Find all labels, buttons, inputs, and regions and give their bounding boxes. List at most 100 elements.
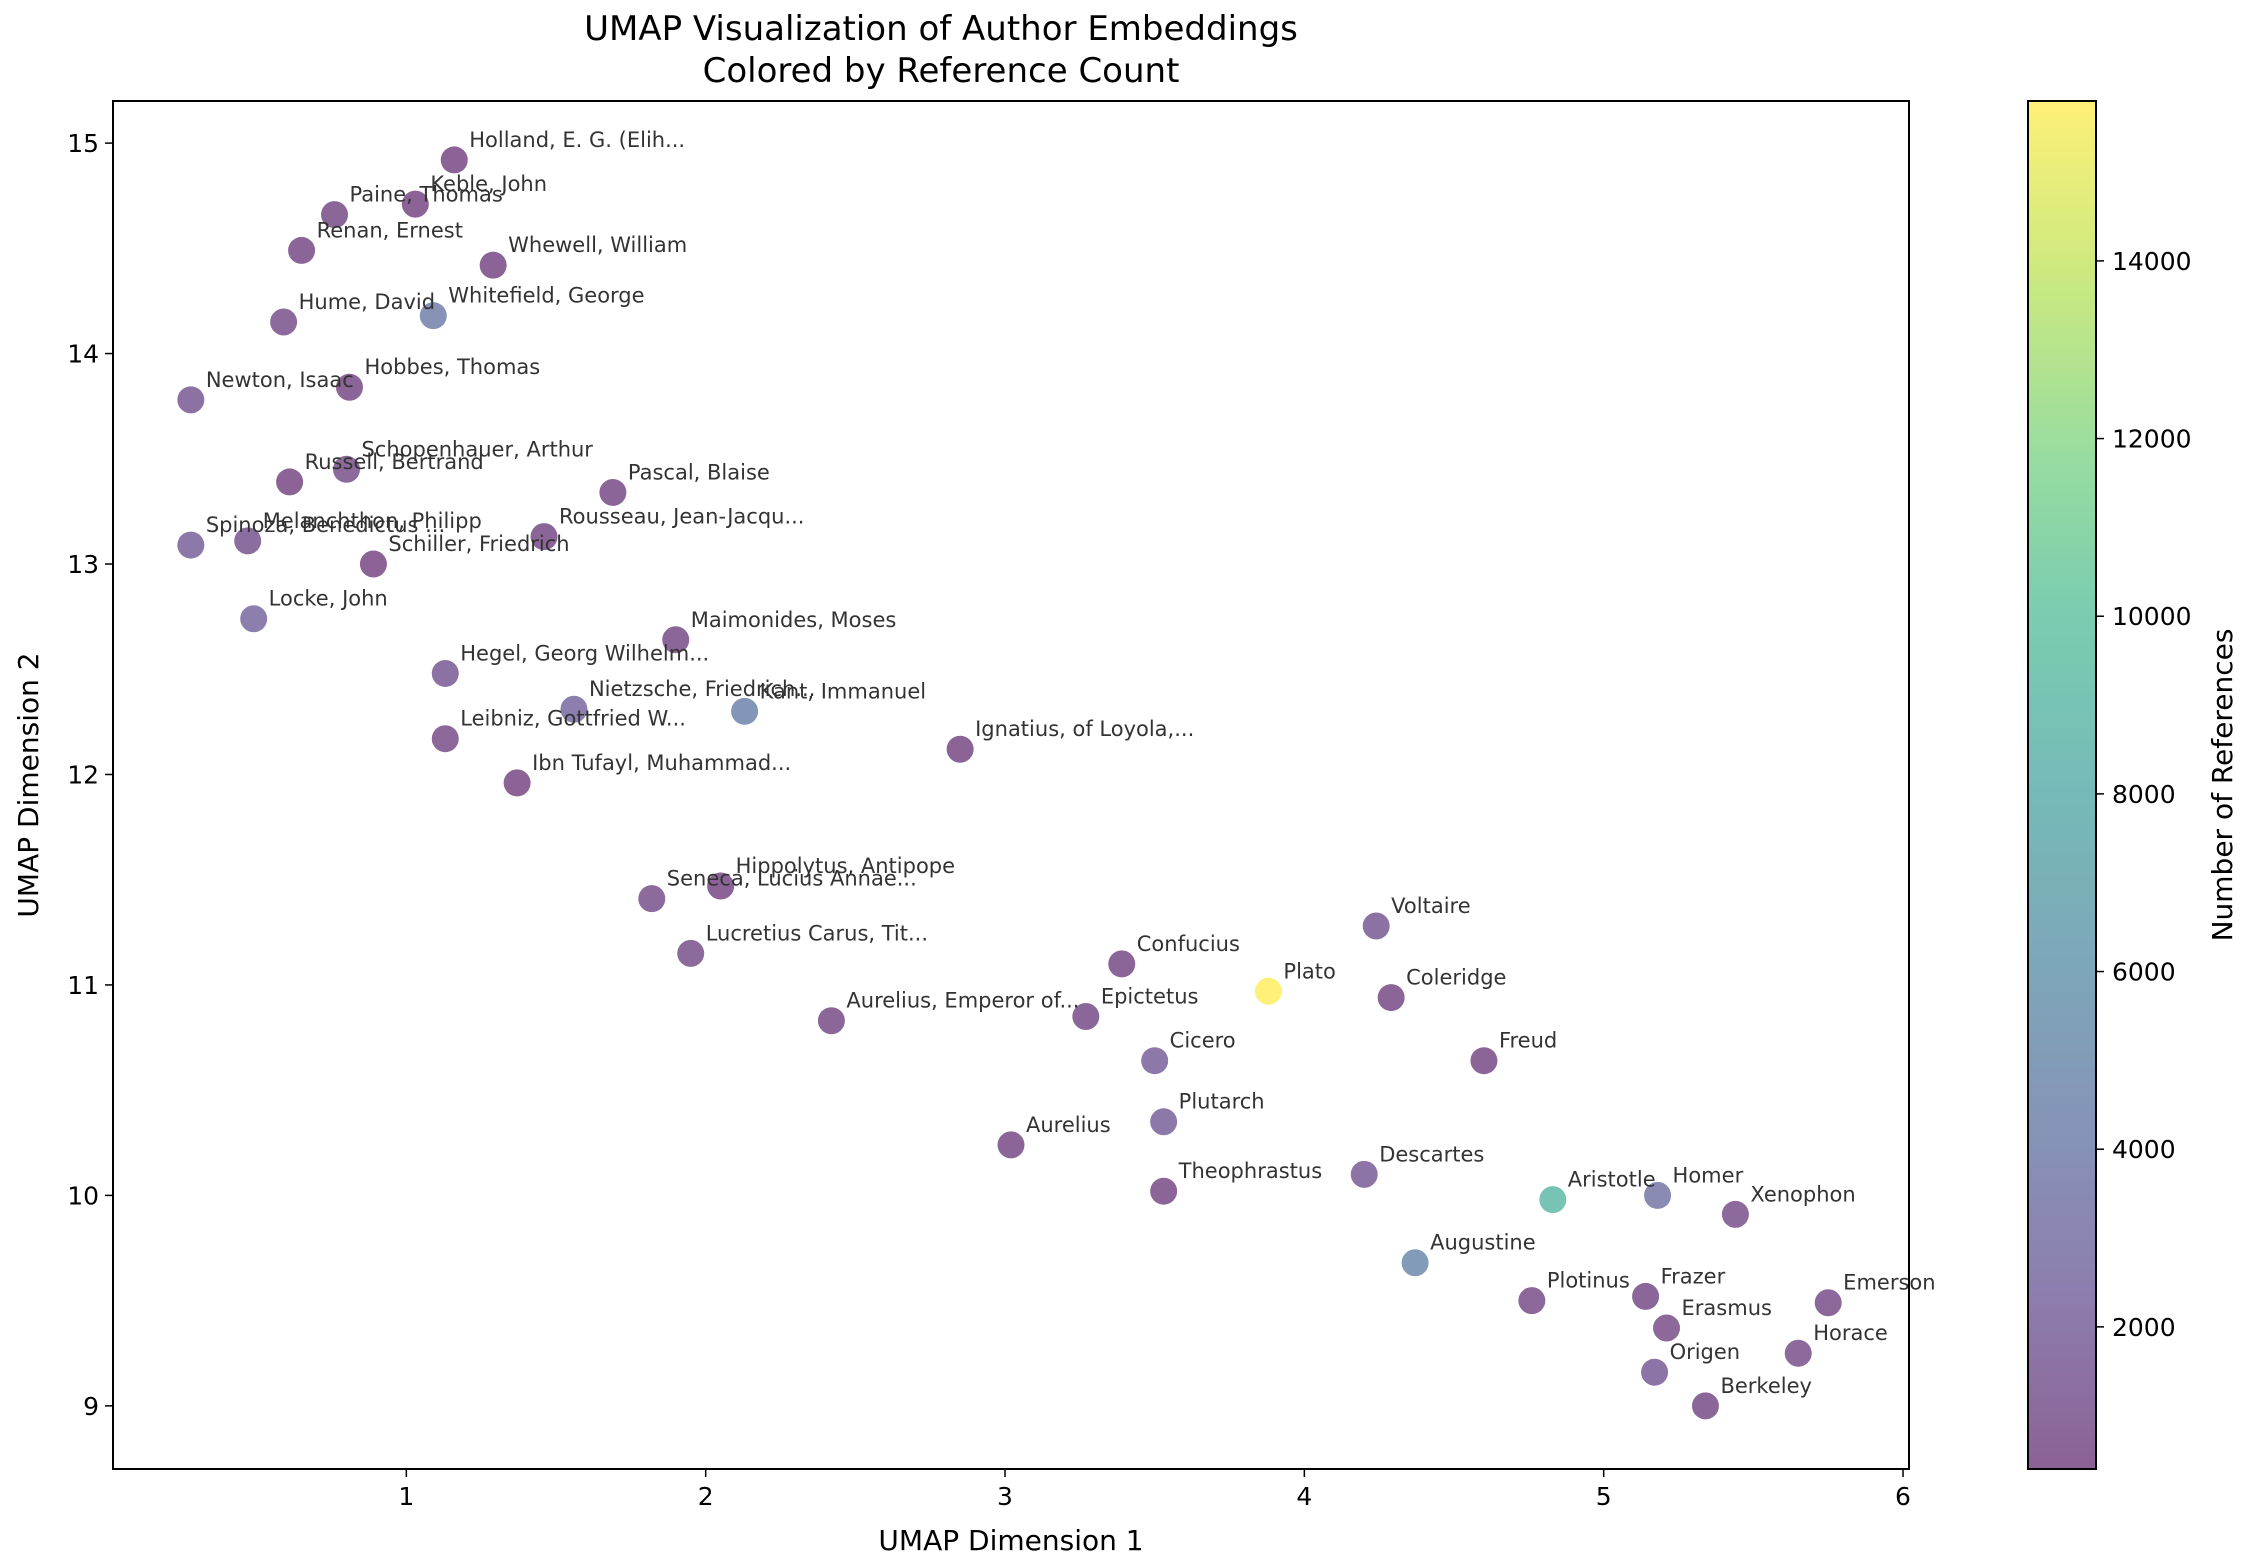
- data-point: [276, 468, 304, 496]
- point-label: Leibniz, Gottfried W...: [460, 707, 686, 731]
- data-point: [240, 605, 268, 633]
- point-label: Frazer: [1661, 1264, 1726, 1288]
- data-point: [1518, 1287, 1546, 1315]
- point-label: Confucius: [1137, 932, 1240, 956]
- point-label: Theophrastus: [1178, 1159, 1322, 1183]
- y-tick-label: 15: [67, 129, 99, 158]
- colorbar-frame: [2027, 100, 2097, 1470]
- data-point: [479, 251, 507, 279]
- data-point: [1784, 1339, 1812, 1367]
- point-label: Locke, John: [269, 587, 388, 611]
- point-label: Renan, Ernest: [317, 218, 463, 242]
- colorbar-tick-label: 4000: [2112, 1135, 2176, 1164]
- point-label: Whitefield, George: [448, 284, 644, 308]
- x-tick-label: 6: [1895, 1482, 1911, 1511]
- data-point: [359, 550, 387, 578]
- data-point: [1072, 1003, 1100, 1031]
- point-label: Schiller, Friedrich: [388, 532, 569, 556]
- data-point: [440, 146, 468, 174]
- point-label: Ignatius, of Loyola,...: [975, 717, 1194, 741]
- point-label: Origen: [1670, 1340, 1741, 1364]
- point-label: Schopenhauer, Arthur: [361, 437, 593, 461]
- x-tick-label: 5: [1596, 1482, 1612, 1511]
- plot-frame: [112, 100, 1910, 1470]
- colorbar-tick-label: 10000: [2112, 602, 2192, 631]
- data-point: [1721, 1200, 1749, 1228]
- data-point: [288, 236, 316, 264]
- point-label: Homer: [1673, 1163, 1744, 1187]
- point-label: Kant, Immanuel: [760, 679, 927, 703]
- data-point: [321, 201, 349, 229]
- data-point: [1632, 1282, 1660, 1310]
- data-point: [270, 308, 298, 336]
- y-tick-label: 13: [67, 550, 99, 579]
- colorbar-label: Number of References: [2206, 629, 2239, 942]
- data-point: [1150, 1177, 1178, 1205]
- colorbar-ticks: 2000 4000 6000 8000 10000 12000 14000: [2096, 247, 2192, 1342]
- point-label: Xenophon: [1750, 1182, 1855, 1206]
- colorbar-tick-label: 6000: [2112, 958, 2176, 987]
- point-label: Paine, Thomas: [350, 183, 503, 207]
- point-label: Ibn Tufayl, Muhammad...: [532, 751, 791, 775]
- colorbar: [2028, 101, 2096, 1469]
- point-label: Cicero: [1170, 1029, 1236, 1053]
- data-point: [1691, 1392, 1719, 1420]
- point-label: Epictetus: [1101, 985, 1199, 1009]
- data-point: [1141, 1047, 1169, 1075]
- point-label: Pascal, Blaise: [628, 460, 770, 484]
- data-point: [677, 939, 705, 967]
- data-point: [731, 697, 759, 725]
- data-point: [335, 373, 363, 401]
- y-tick-label: 10: [67, 1181, 99, 1210]
- point-label: Coleridge: [1406, 966, 1506, 990]
- data-point: [1644, 1181, 1672, 1209]
- point-label: Plotinus: [1547, 1269, 1630, 1293]
- y-axis-ticks: 9 10 11 12 13 14 15: [67, 129, 113, 1421]
- point-labels-layer: Holland, E. G. (Elih... Keble, JohnPaine,…: [206, 128, 1936, 1398]
- y-tick-label: 9: [83, 1392, 99, 1421]
- point-label: Voltaire: [1391, 894, 1470, 918]
- data-point: [1814, 1289, 1842, 1317]
- data-point: [1641, 1358, 1669, 1386]
- data-point: [662, 626, 690, 654]
- point-label: Descartes: [1379, 1142, 1484, 1166]
- point-label: Russell, Bertrand: [305, 450, 484, 474]
- point-label: Nietzsche, Friedrich...: [589, 677, 815, 701]
- chart-subtitle: Colored by Reference Count: [703, 51, 1180, 91]
- point-label: Hegel, Georg Wilhelm...: [460, 641, 709, 665]
- data-point: [1539, 1186, 1567, 1214]
- data-point: [1362, 912, 1390, 940]
- colorbar-tick-label: 12000: [2112, 425, 2192, 454]
- x-tick-label: 1: [398, 1482, 414, 1511]
- point-label: Augustine: [1430, 1231, 1536, 1255]
- data-point: [638, 885, 666, 913]
- data-point: [401, 190, 429, 218]
- data-point: [1350, 1160, 1378, 1188]
- colorbar-tick-label: 8000: [2112, 780, 2176, 809]
- data-point: [1254, 977, 1282, 1005]
- point-label: Whewell, William: [508, 233, 687, 257]
- point-label: Holland, E. G. (Elih...: [469, 128, 685, 152]
- data-point: [1108, 950, 1136, 978]
- y-tick-label: 14: [67, 340, 99, 369]
- data-point: [503, 769, 531, 797]
- point-label: Lucretius Carus, Tit...: [706, 921, 928, 945]
- data-point: [234, 527, 262, 555]
- data-point: [419, 302, 447, 330]
- chart-title: UMAP Visualization of Author Embeddings: [584, 9, 1298, 49]
- x-tick-label: 4: [1296, 1482, 1312, 1511]
- data-point: [431, 659, 459, 687]
- data-point: [997, 1131, 1025, 1159]
- data-point: [817, 1007, 845, 1035]
- data-point: [1150, 1108, 1178, 1136]
- point-label: Aristotle: [1568, 1168, 1656, 1192]
- data-point: [1653, 1314, 1681, 1342]
- point-label: Hippolytus, Antipope: [736, 854, 955, 878]
- point-label: Aurelius: [1026, 1113, 1111, 1137]
- point-label: Emerson: [1843, 1271, 1935, 1295]
- x-axis-label: UMAP Dimension 1: [878, 1524, 1143, 1556]
- data-point: [1470, 1047, 1498, 1075]
- data-point: [530, 523, 558, 551]
- point-label: Horace: [1813, 1321, 1888, 1345]
